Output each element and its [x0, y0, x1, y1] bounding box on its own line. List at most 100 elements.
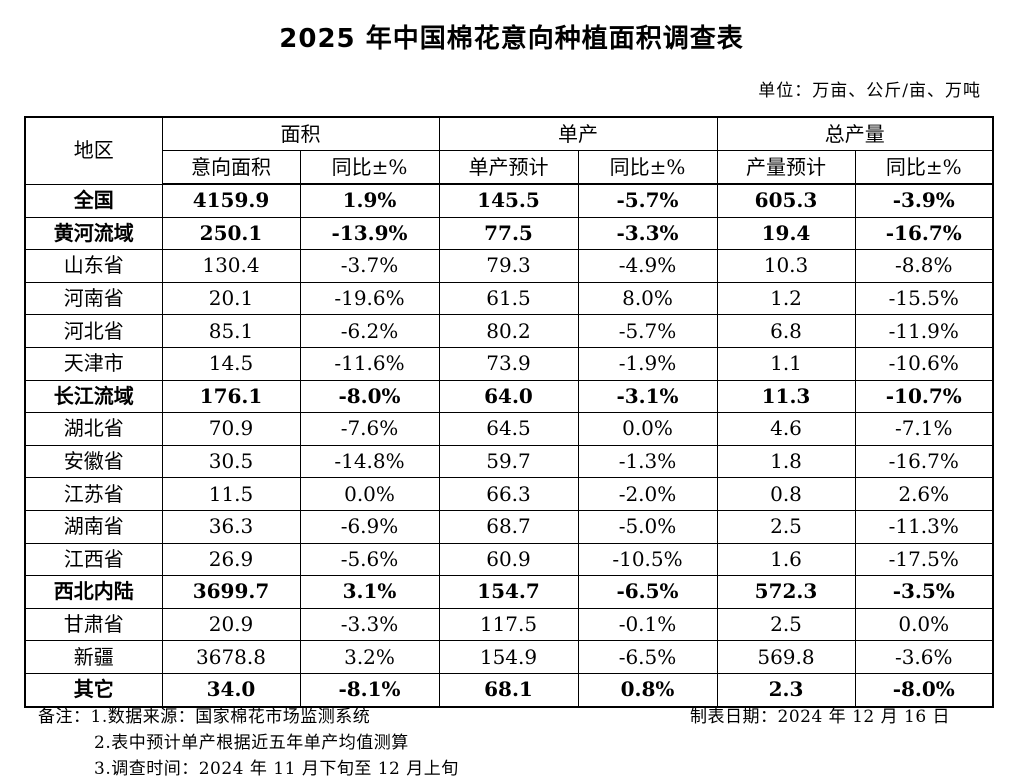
cell-region: 江苏省 — [24, 477, 163, 511]
cell-output: 6.8 — [716, 314, 856, 348]
cell-output: 605.3 — [716, 183, 856, 218]
cell-yield-yoy: -1.3% — [577, 444, 718, 479]
cell-output: 0.8 — [716, 477, 856, 511]
table-row: 新疆 3678.8 3.2% 154.9 -6.5% 569.8 -3.6% — [24, 640, 994, 674]
cell-area: 85.1 — [161, 314, 301, 348]
cell-area: 30.5 — [161, 444, 301, 479]
cell-output-yoy: -7.1% — [854, 412, 994, 446]
cell-output: 10.3 — [716, 249, 856, 283]
cell-area: 3699.7 — [161, 575, 301, 609]
cell-output-yoy: -16.7% — [854, 216, 994, 251]
table-row: 其它 34.0 -8.1% 68.1 0.8% 2.3 -8.0% — [24, 672, 994, 708]
cell-area-yoy: -6.2% — [299, 314, 440, 348]
cell-area: 34.0 — [161, 672, 301, 708]
cell-region: 安徽省 — [24, 444, 163, 479]
cell-area-yoy: -6.9% — [299, 509, 440, 544]
cell-output: 1.1 — [716, 346, 856, 381]
cell-area-yoy: 3.2% — [299, 640, 440, 674]
cell-area-yoy: -8.1% — [299, 672, 440, 708]
cell-region: 西北内陆 — [24, 575, 163, 609]
header-output-est: 产量预计 — [716, 150, 856, 185]
cell-region: 全国 — [24, 183, 163, 218]
cell-area: 3678.8 — [161, 640, 301, 674]
table-row: 河北省 85.1 -6.2% 80.2 -5.7% 6.8 -11.9% — [24, 314, 994, 348]
header-area-yoy: 同比±% — [299, 150, 440, 185]
table-row: 江苏省 11.5 0.0% 66.3 -2.0% 0.8 2.6% — [24, 477, 994, 511]
cell-output-yoy: 2.6% — [854, 477, 994, 511]
cell-region: 湖南省 — [24, 509, 163, 544]
cell-yield-yoy: -3.1% — [577, 379, 718, 414]
cell-output: 2.5 — [716, 607, 856, 642]
header-area-intent: 意向面积 — [161, 150, 301, 185]
table-row: 山东省 130.4 -3.7% 79.3 -4.9% 10.3 -8.8% — [24, 249, 994, 283]
cell-area: 14.5 — [161, 346, 301, 381]
cell-output-yoy: -17.5% — [854, 542, 994, 577]
cell-area: 26.9 — [161, 542, 301, 577]
cell-output-yoy: -15.5% — [854, 281, 994, 316]
cell-area-yoy: -5.6% — [299, 542, 440, 577]
cell-area: 20.9 — [161, 607, 301, 642]
cotton-survey-table: 地区 面积 单产 总产量 意向面积 同比±% 单产预计 同比±% 产量预计 同比… — [24, 116, 994, 708]
header-yield: 单产 — [438, 116, 718, 151]
cell-yield: 59.7 — [438, 444, 579, 479]
cell-region: 江西省 — [24, 542, 163, 577]
cell-yield-yoy: 0.8% — [577, 672, 718, 708]
header-output-yoy: 同比±% — [854, 150, 994, 185]
cell-region: 天津市 — [24, 346, 163, 381]
table-row: 河南省 20.1 -19.6% 61.5 8.0% 1.2 -15.5% — [24, 281, 994, 316]
table-row: 黄河流域 250.1 -13.9% 77.5 -3.3% 19.4 -16.7% — [24, 216, 994, 251]
note-line-2: 2.表中预计单产根据近五年单产均值测算 — [94, 733, 409, 753]
cell-region: 甘肃省 — [24, 607, 163, 642]
cell-output: 11.3 — [716, 379, 856, 414]
cell-area-yoy: -7.6% — [299, 412, 440, 446]
cell-yield: 68.7 — [438, 509, 579, 544]
cell-area-yoy: 0.0% — [299, 477, 440, 511]
cell-yield: 154.9 — [438, 640, 579, 674]
made-date: 制表日期：2024 年 12 月 16 日 — [690, 707, 951, 727]
header-area: 面积 — [161, 116, 440, 151]
cell-output: 4.6 — [716, 412, 856, 446]
cell-yield-yoy: -3.3% — [577, 216, 718, 251]
table-row: 长江流域 176.1 -8.0% 64.0 -3.1% 11.3 -10.7% — [24, 379, 994, 414]
cell-output-yoy: -3.5% — [854, 575, 994, 609]
cell-yield-yoy: -5.7% — [577, 314, 718, 348]
cell-region: 河北省 — [24, 314, 163, 348]
cell-yield: 154.7 — [438, 575, 579, 609]
table-row: 天津市 14.5 -11.6% 73.9 -1.9% 1.1 -10.6% — [24, 346, 994, 381]
cell-output-yoy: -16.7% — [854, 444, 994, 479]
cell-yield-yoy: -2.0% — [577, 477, 718, 511]
cell-output: 1.8 — [716, 444, 856, 479]
cell-area-yoy: -3.7% — [299, 249, 440, 283]
cell-region: 黄河流域 — [24, 216, 163, 251]
table-row: 安徽省 30.5 -14.8% 59.7 -1.3% 1.8 -16.7% — [24, 444, 994, 479]
cell-yield: 60.9 — [438, 542, 579, 577]
cell-area: 4159.9 — [161, 183, 301, 218]
cell-yield-yoy: -1.9% — [577, 346, 718, 381]
table-row: 江西省 26.9 -5.6% 60.9 -10.5% 1.6 -17.5% — [24, 542, 994, 577]
cell-area: 11.5 — [161, 477, 301, 511]
cell-area-yoy: -11.6% — [299, 346, 440, 381]
cell-region: 新疆 — [24, 640, 163, 674]
notes: 备注：1.数据来源：国家棉花市场监测系统 2.表中预计单产根据近五年单产均值测算… — [38, 704, 459, 782]
cell-output: 2.5 — [716, 509, 856, 544]
unit-label: 单位：万亩、公斤/亩、万吨 — [758, 81, 981, 101]
cell-region: 河南省 — [24, 281, 163, 316]
cell-yield: 117.5 — [438, 607, 579, 642]
cell-yield-yoy: 0.0% — [577, 412, 718, 446]
cell-output-yoy: -10.7% — [854, 379, 994, 414]
cell-region: 山东省 — [24, 249, 163, 283]
cell-yield: 73.9 — [438, 346, 579, 381]
note-line-1: 备注：1.数据来源：国家棉花市场监测系统 — [38, 707, 371, 727]
cell-output-yoy: -3.6% — [854, 640, 994, 674]
cell-output: 19.4 — [716, 216, 856, 251]
cell-output-yoy: 0.0% — [854, 607, 994, 642]
page-title: 2025 年中国棉花意向种植面积调查表 — [279, 24, 744, 54]
cell-yield: 77.5 — [438, 216, 579, 251]
cell-output-yoy: -10.6% — [854, 346, 994, 381]
cell-area-yoy: -8.0% — [299, 379, 440, 414]
cell-output: 1.6 — [716, 542, 856, 577]
cell-area-yoy: -13.9% — [299, 216, 440, 251]
cell-area: 176.1 — [161, 379, 301, 414]
cell-region: 湖北省 — [24, 412, 163, 446]
cell-output: 2.3 — [716, 672, 856, 708]
